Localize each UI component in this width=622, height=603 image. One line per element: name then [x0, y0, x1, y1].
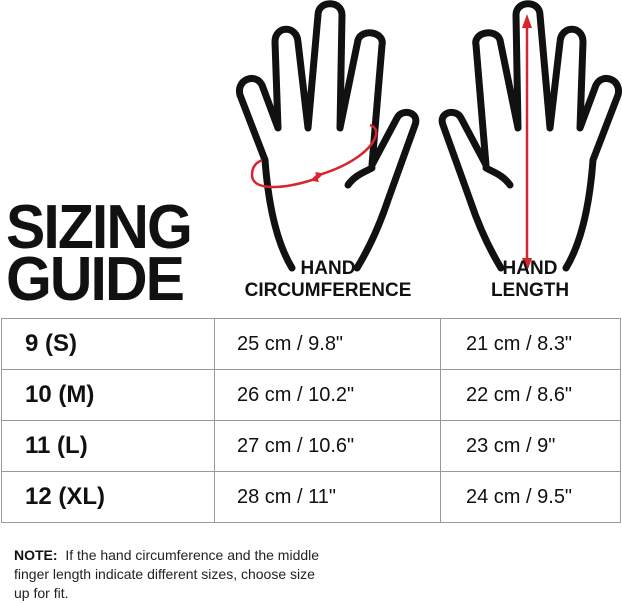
circumference-arrow-icon [250, 123, 378, 189]
size-cell: 10 (M) [1, 369, 215, 421]
hands-illustration [236, 0, 622, 272]
table-row: 11 (L) 27 cm / 10.6" 23 cm / 9" [1, 420, 621, 472]
page-title-line2: GUIDE [6, 245, 185, 314]
length-cell: 23 cm / 9" [440, 420, 621, 472]
table-row: 12 (XL) 28 cm / 11" 24 cm / 9.5" [1, 471, 621, 523]
size-cell: 9 (S) [1, 318, 215, 370]
column-header-circumference: HAND CIRCUMFERENCE [218, 258, 438, 302]
circumference-cell: 27 cm / 10.6" [214, 420, 441, 472]
note-text: If the hand circumference and the middle… [14, 547, 320, 601]
fit-note: NOTE: If the hand circumference and the … [14, 546, 334, 603]
length-cell: 22 cm / 8.6" [440, 369, 621, 421]
column-header-length: HAND LENGTH [445, 258, 615, 302]
sizing-table: 9 (S) 25 cm / 9.8" 21 cm / 8.3" 10 (M) 2… [1, 318, 621, 523]
length-cell: 21 cm / 8.3" [440, 318, 621, 370]
hand-length-icon [438, 0, 622, 272]
note-label: NOTE: [14, 547, 58, 563]
length-cell: 24 cm / 9.5" [440, 471, 621, 523]
hand-circumference-icon [236, 0, 420, 272]
size-cell: 12 (XL) [1, 471, 215, 523]
table-row: 9 (S) 25 cm / 9.8" 21 cm / 8.3" [1, 318, 621, 370]
header-line: CIRCUMFERENCE [244, 280, 412, 301]
length-arrow-icon [522, 14, 532, 272]
header-line: HAND [502, 258, 558, 279]
circumference-cell: 28 cm / 11" [214, 471, 441, 523]
header-line: LENGTH [490, 280, 570, 301]
page-title-line1: SIZING [6, 193, 193, 262]
table-row: 10 (M) 26 cm / 10.2" 22 cm / 8.6" [1, 369, 621, 421]
size-cell: 11 (L) [1, 420, 215, 472]
circumference-cell: 25 cm / 9.8" [214, 318, 441, 370]
circumference-cell: 26 cm / 10.2" [214, 369, 441, 421]
header-line: HAND [300, 258, 356, 279]
